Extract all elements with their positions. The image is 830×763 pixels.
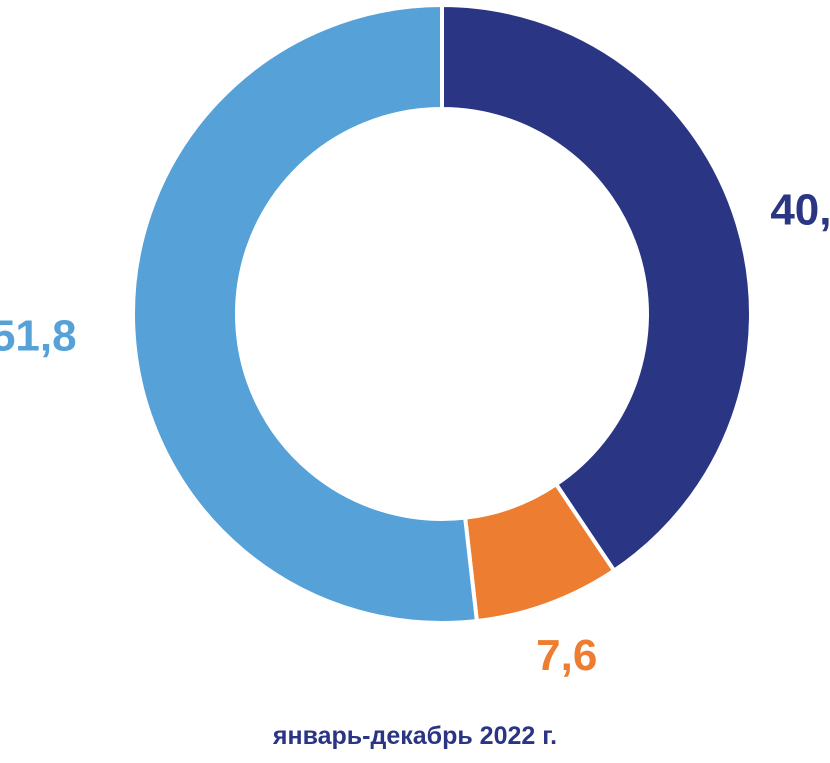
donut-slice-0 xyxy=(440,3,753,573)
chart-caption: январь-декабрь 2022 г. xyxy=(272,722,558,750)
data-label-2: 51,8 xyxy=(0,311,77,360)
data-label-0: 40,6 xyxy=(770,186,830,235)
donut-slice-2 xyxy=(131,3,479,625)
data-label-1: 7,6 xyxy=(536,631,597,680)
